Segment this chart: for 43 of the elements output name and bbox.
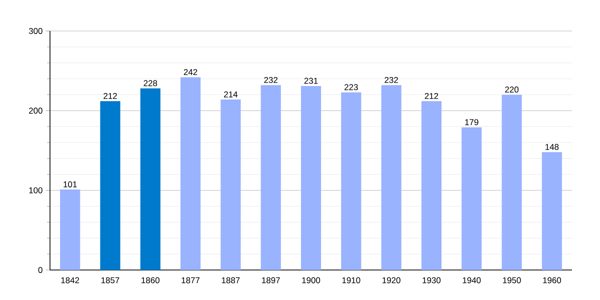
data-label: 214 — [224, 91, 238, 98]
y-tick-label: 300 — [28, 28, 42, 34]
data-label: 228 — [144, 80, 158, 86]
data-label: 101 — [64, 181, 77, 188]
data-label: 179 — [465, 119, 478, 126]
x-tick-label: 1950 — [503, 277, 521, 284]
data-label: 223 — [344, 84, 358, 90]
x-tick-label: 1897 — [262, 277, 280, 284]
x-tick-label: 1857 — [101, 277, 120, 284]
x-tick-label: 1887 — [222, 277, 240, 284]
x-tick-label: 1920 — [382, 277, 400, 284]
x-tick-label: 1930 — [422, 277, 441, 284]
x-tick-label: 1910 — [342, 277, 360, 284]
x-tick-label: 1900 — [302, 277, 320, 284]
y-tick-label: 0 — [38, 267, 42, 273]
data-label: 212 — [424, 93, 438, 99]
x-tick-label: 1877 — [182, 277, 200, 284]
bar — [220, 100, 241, 270]
x-tick-label: 1960 — [543, 277, 562, 284]
y-tick-label: 200 — [29, 108, 42, 114]
bar — [100, 101, 120, 270]
data-label: 212 — [104, 93, 117, 99]
x-tick-label: 1860 — [142, 277, 160, 284]
bar — [60, 190, 80, 270]
data-label: 242 — [184, 69, 198, 76]
bar — [502, 94, 522, 270]
bar — [300, 86, 322, 270]
bar — [381, 85, 402, 270]
data-label: 232 — [384, 76, 398, 83]
bar — [542, 152, 562, 270]
data-label: 148 — [546, 144, 559, 150]
bar — [260, 85, 281, 270]
x-tick-label: 1940 — [462, 277, 481, 284]
bar — [341, 92, 362, 270]
bar — [140, 88, 160, 270]
x-tick-label: 1842 — [61, 277, 80, 284]
data-label: 220 — [505, 86, 519, 93]
bar — [462, 127, 482, 270]
bar — [421, 101, 442, 270]
data-label: 232 — [264, 76, 278, 83]
y-tick-label: 100 — [29, 187, 42, 194]
bar — [180, 77, 201, 270]
data-label: 231 — [304, 78, 318, 84]
